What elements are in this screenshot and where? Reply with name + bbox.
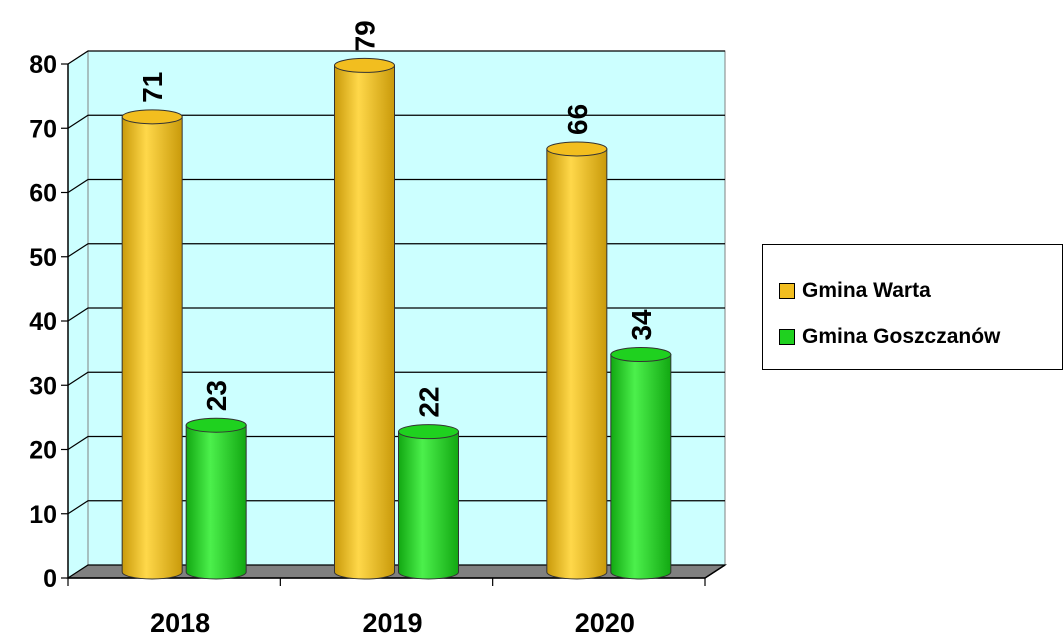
gridline xyxy=(67,243,725,258)
gridline xyxy=(67,178,725,194)
y-tick-label: 70 xyxy=(29,115,57,143)
data-label: 71 xyxy=(137,72,168,103)
bar-top xyxy=(610,347,672,363)
gridlines xyxy=(67,50,725,515)
data-labels: 71 79 66 23 22 34 xyxy=(137,20,657,417)
legend-label-goszczanow: Gmina Goszczanów xyxy=(802,325,1001,348)
bar-top xyxy=(398,424,459,440)
bar-top xyxy=(546,141,608,157)
y-tick-label: 0 xyxy=(43,565,57,593)
data-label: 23 xyxy=(201,380,232,411)
legend: Gmina Warta Gmina Goszczanów xyxy=(762,244,1063,370)
bar-body xyxy=(546,148,608,580)
bar xyxy=(546,141,608,580)
gridline xyxy=(67,307,725,322)
data-label: 34 xyxy=(626,309,657,341)
bar-body xyxy=(610,354,672,580)
bar xyxy=(334,57,395,580)
gridline xyxy=(67,500,725,515)
y-tick-label: 80 xyxy=(29,51,57,79)
bar xyxy=(610,347,672,580)
x-tick-label: 2018 xyxy=(150,608,210,638)
bars xyxy=(121,57,672,580)
legend-swatch-goszczanow xyxy=(779,329,795,345)
bar-top xyxy=(334,57,395,73)
bar xyxy=(121,109,183,580)
y-tick-label: 40 xyxy=(29,308,57,336)
x-axis-depth xyxy=(704,564,726,579)
bar-top xyxy=(185,417,247,433)
gridline xyxy=(67,371,725,386)
legend-item-goszczanow: Gmina Goszczanów xyxy=(779,325,1000,349)
gridline xyxy=(67,50,725,65)
legend-swatch-warta xyxy=(779,283,795,299)
y-tick-label: 20 xyxy=(29,437,57,465)
gridline xyxy=(67,114,725,129)
y-tick-label: 30 xyxy=(29,372,57,400)
y-tick-label: 10 xyxy=(29,501,57,529)
bar-body xyxy=(121,116,183,580)
bar-body xyxy=(398,431,459,580)
bar xyxy=(185,417,247,580)
legend-label-warta: Gmina Warta xyxy=(802,279,931,302)
data-label: 22 xyxy=(414,386,445,417)
bar xyxy=(398,424,459,580)
bar-top xyxy=(121,109,183,125)
axes: 0 10 20 30 40 50 60 70 80 2018 2019 2020 xyxy=(29,51,726,638)
bar-body xyxy=(334,64,395,580)
y-tick-label: 50 xyxy=(29,244,57,272)
data-label: 79 xyxy=(350,20,381,51)
gridline xyxy=(67,435,725,451)
bar-body xyxy=(185,424,247,580)
y-tick-label: 60 xyxy=(29,180,57,208)
legend-item-warta: Gmina Warta xyxy=(779,279,931,303)
x-tick-label: 2020 xyxy=(575,608,635,638)
data-label: 66 xyxy=(562,104,593,135)
x-tick-label: 2019 xyxy=(362,608,422,638)
